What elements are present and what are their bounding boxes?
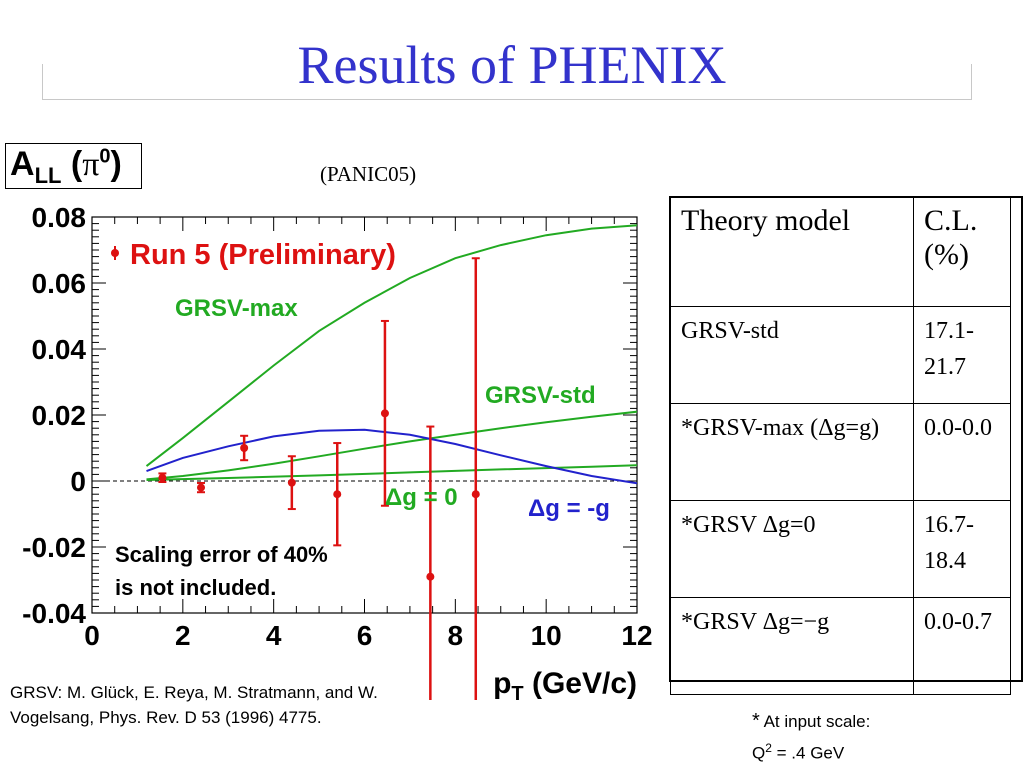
data-point [197, 483, 205, 492]
legend-label: Run 5 (Preliminary) [130, 239, 396, 271]
data-point [380, 409, 389, 418]
data-point [287, 478, 296, 487]
x-axis-label: pT (GeV/c) [493, 667, 637, 700]
annotation-scaling-note-2: is not included. [115, 575, 276, 600]
table-cell-cl: 0.0-0.0 [913, 403, 1011, 501]
table-header-row: Theory model C.L. (%) [670, 197, 1011, 307]
asymmetry-label-sup: 0 [99, 145, 111, 168]
title-underline [42, 64, 972, 100]
theory-table: Theory model C.L. (%) GRSV-std 17.1-21.7… [670, 197, 1011, 695]
source-label: (PANIC05) [320, 162, 417, 186]
table-cell-cl: 17.1-21.7 [913, 306, 1011, 404]
y-tick-label: 0.06 [32, 268, 87, 299]
table-cell-cl: 16.7-18.4 [913, 500, 1011, 598]
y-tick-label: -0.02 [22, 532, 86, 563]
table-cell-model: *GRSV-max (Δg=g) [670, 403, 914, 501]
table-row: GRSV-std 17.1-21.7 [670, 306, 1011, 404]
x-tick-label: 2 [175, 620, 191, 651]
table-cell-model: GRSV-std [670, 306, 914, 404]
annotation-grsv-max: GRSV-max [175, 295, 298, 322]
footnote-star: * [752, 710, 760, 732]
asymmetry-label-paren-close: ) [110, 145, 122, 183]
y-tick-label: 0.04 [32, 334, 87, 365]
data-point [471, 490, 480, 499]
data-point [240, 444, 249, 452]
footnote-line2-text: = .4 GeV [771, 743, 845, 763]
legend-marker-point [111, 249, 119, 257]
theory-curve [146, 464, 638, 481]
theory-curve [146, 410, 638, 481]
table-header-cl: C.L. (%) [913, 197, 1011, 307]
table-cell-cl: 0.0-0.7 [913, 597, 1011, 695]
data-point [158, 473, 167, 482]
x-tick-label: 8 [448, 620, 464, 651]
table-header-model: Theory model [670, 197, 914, 307]
all-chart: 0 2 4 6 8 10 12 -0.04 -0.02 0 0.02 0.04 0.06 0.08 pT (… [22, 202, 653, 700]
annotation-grsv-std: GRSV-std [485, 382, 596, 409]
x-tick-label: 12 [621, 620, 652, 651]
footnote-line-1: * At input scale: [752, 708, 870, 735]
x-tick-label: 0 [84, 620, 100, 651]
asymmetry-label-box [5, 143, 142, 189]
table-cell-model: *GRSV Δg=0 [670, 500, 914, 598]
asymmetry-label-main: A [10, 145, 35, 183]
asymmetry-label-sub: LL [34, 162, 62, 188]
annotation-dg-neg: Δg = -g [528, 495, 610, 522]
annotation-dg-zero: Δg = 0 [385, 484, 458, 511]
y-tick-label: 0.02 [32, 400, 87, 431]
table-row: *GRSV-max (Δg=g) 0.0-0.0 [670, 403, 1011, 501]
footnote-line1-text: At input scale: [759, 712, 871, 731]
table-cell-model: *GRSV Δg=−g [670, 597, 914, 695]
asymmetry-label: ALL (π0) [10, 145, 122, 189]
x-axis-label-unit: (GeV/c) [524, 667, 637, 700]
footnote-q-sup: 2 [765, 741, 772, 755]
annotation-scaling-note-1: Scaling error of 40% [115, 542, 328, 567]
x-tick-label: 4 [266, 620, 282, 651]
asymmetry-label-paren-open: ( [61, 145, 83, 183]
x-tick-label: 6 [357, 620, 373, 651]
theory-curve [146, 428, 638, 485]
footnote-line-2: Q2 = .4 GeV [752, 735, 870, 767]
x-axis-label-sub: T [511, 683, 523, 700]
table-row: *GRSV Δg=0 16.7-18.4 [670, 500, 1011, 598]
y-tick-label: 0 [70, 466, 86, 497]
table-row: *GRSV Δg=−g 0.0-0.7 [670, 597, 1011, 695]
x-axis-label-p: p [493, 667, 511, 700]
data-point [333, 490, 342, 499]
theory-curve [145, 224, 638, 467]
footnote-q: Q [752, 743, 766, 763]
asymmetry-label-pi: π [82, 146, 100, 183]
footnote: * At input scale: Q2 = .4 GeV [752, 708, 870, 767]
y-tick-label: 0.08 [32, 202, 87, 233]
x-tick-label: 10 [531, 620, 562, 651]
slide-title: Results of PHENIX [297, 35, 727, 95]
data-point [426, 572, 435, 581]
reference-text: GRSV: M. Glück, E. Reya, M. Stratmann, a… [10, 683, 378, 727]
y-tick-label: -0.04 [22, 598, 86, 629]
